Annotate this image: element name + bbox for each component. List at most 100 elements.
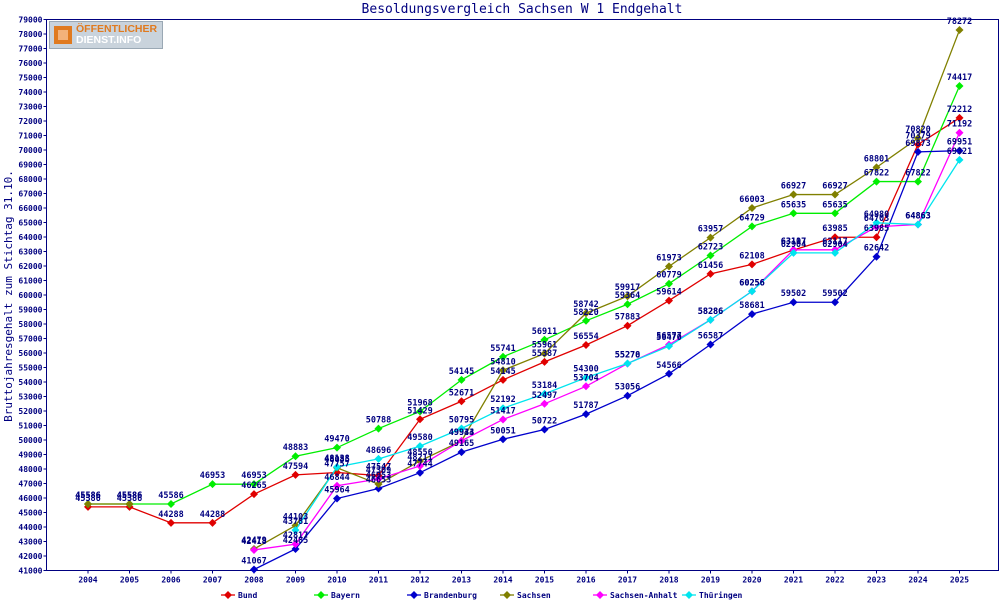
y-tick-label: 51000 <box>18 422 42 431</box>
data-label: 62723 <box>698 243 724 253</box>
x-tick-label: 2017 <box>618 576 637 585</box>
data-label: 70820 <box>905 125 931 135</box>
data-point <box>291 540 300 549</box>
data-label: 53056 <box>615 383 641 393</box>
x-tick-label: 2015 <box>535 576 554 585</box>
data-point <box>250 490 258 499</box>
logo-text-line1: ÖFFENTLICHER <box>76 23 158 35</box>
data-label: 58286 <box>698 307 724 317</box>
data-label: 59917 <box>615 283 641 293</box>
data-label: 55387 <box>532 349 558 359</box>
data-point <box>748 287 756 296</box>
y-tick-label: 64000 <box>18 233 42 242</box>
data-point <box>457 397 466 406</box>
data-label: 69321 <box>947 147 973 157</box>
x-tick-label: 2009 <box>286 576 305 585</box>
y-tick-label: 41000 <box>18 567 42 576</box>
data-label: 62904 <box>822 240 848 250</box>
data-label: 42418 <box>241 537 267 547</box>
data-point <box>955 155 964 164</box>
data-point <box>540 425 549 434</box>
data-point <box>623 292 632 301</box>
y-tick-label: 48000 <box>18 465 42 474</box>
data-label: 56577 <box>656 332 682 342</box>
data-label: 66003 <box>739 195 765 205</box>
data-point <box>665 369 673 378</box>
data-point <box>665 262 673 271</box>
y-tick-label: 74000 <box>18 88 42 97</box>
data-label: 63985 <box>822 224 848 234</box>
data-point <box>748 260 756 269</box>
x-tick-label: 2022 <box>825 576 844 585</box>
data-point <box>291 544 300 553</box>
data-point <box>706 251 715 260</box>
data-label: 59502 <box>822 289 848 299</box>
data-point <box>374 484 383 493</box>
data-label: 51787 <box>573 401 599 411</box>
x-tick-label: 2019 <box>701 576 720 585</box>
data-label: 64729 <box>739 213 765 223</box>
data-label: 58742 <box>573 300 599 310</box>
data-label: 53704 <box>573 373 599 383</box>
data-point <box>84 500 92 509</box>
legend-label: Bund <box>238 591 257 600</box>
y-tick-label: 63000 <box>18 248 42 257</box>
data-label: 55961 <box>532 341 558 351</box>
data-label: 58220 <box>573 308 599 318</box>
data-label: 52192 <box>490 395 516 405</box>
data-label: 56470 <box>656 333 682 343</box>
data-label: 49580 <box>407 433 433 443</box>
data-label: 62642 <box>864 244 890 254</box>
data-point <box>955 146 964 155</box>
x-tick-label: 2008 <box>244 576 263 585</box>
data-label: 50788 <box>366 416 392 426</box>
data-point <box>499 404 507 413</box>
y-tick-label: 75000 <box>18 74 42 83</box>
data-point <box>582 410 590 419</box>
data-point <box>499 352 507 361</box>
data-label: 64980 <box>864 210 890 220</box>
data-label: 47757 <box>324 460 350 470</box>
data-point <box>582 309 590 318</box>
y-tick-label: 62000 <box>18 262 42 271</box>
data-label: 55278 <box>615 350 641 360</box>
data-point <box>416 461 424 470</box>
data-label: 53184 <box>532 381 558 391</box>
data-label: 48696 <box>366 446 392 456</box>
data-label: 63117 <box>822 237 848 247</box>
data-point <box>333 443 341 452</box>
data-point <box>789 190 798 199</box>
y-tick-label: 43000 <box>18 538 42 547</box>
data-point <box>416 407 424 416</box>
data-label: 45586 <box>158 491 184 501</box>
data-point <box>250 480 258 489</box>
data-label: 61973 <box>656 253 682 263</box>
data-point <box>540 389 549 398</box>
data-point <box>914 134 922 143</box>
legend-marker <box>317 591 325 599</box>
legend-label: Brandenburg <box>424 591 477 600</box>
data-label: 46653 <box>366 476 392 486</box>
data-point <box>499 415 507 424</box>
data-point <box>914 220 922 229</box>
data-label: 56587 <box>698 331 724 341</box>
data-point <box>623 359 632 368</box>
data-point <box>831 298 839 307</box>
data-point <box>872 163 881 172</box>
data-label: 60256 <box>739 278 765 288</box>
legend-label: Sachsen-Anhalt <box>610 591 678 600</box>
data-point <box>623 391 632 400</box>
data-point <box>872 177 881 186</box>
data-label: 66927 <box>781 182 807 192</box>
y-tick-label: 71000 <box>18 132 42 141</box>
data-label: 59364 <box>615 291 641 301</box>
data-point <box>748 222 756 231</box>
data-point <box>872 252 881 261</box>
series-line <box>88 117 960 524</box>
data-point <box>499 366 507 375</box>
data-point <box>789 248 798 257</box>
y-tick-label: 45000 <box>18 509 42 518</box>
data-label: 69951 <box>947 138 973 148</box>
data-point <box>748 310 756 319</box>
